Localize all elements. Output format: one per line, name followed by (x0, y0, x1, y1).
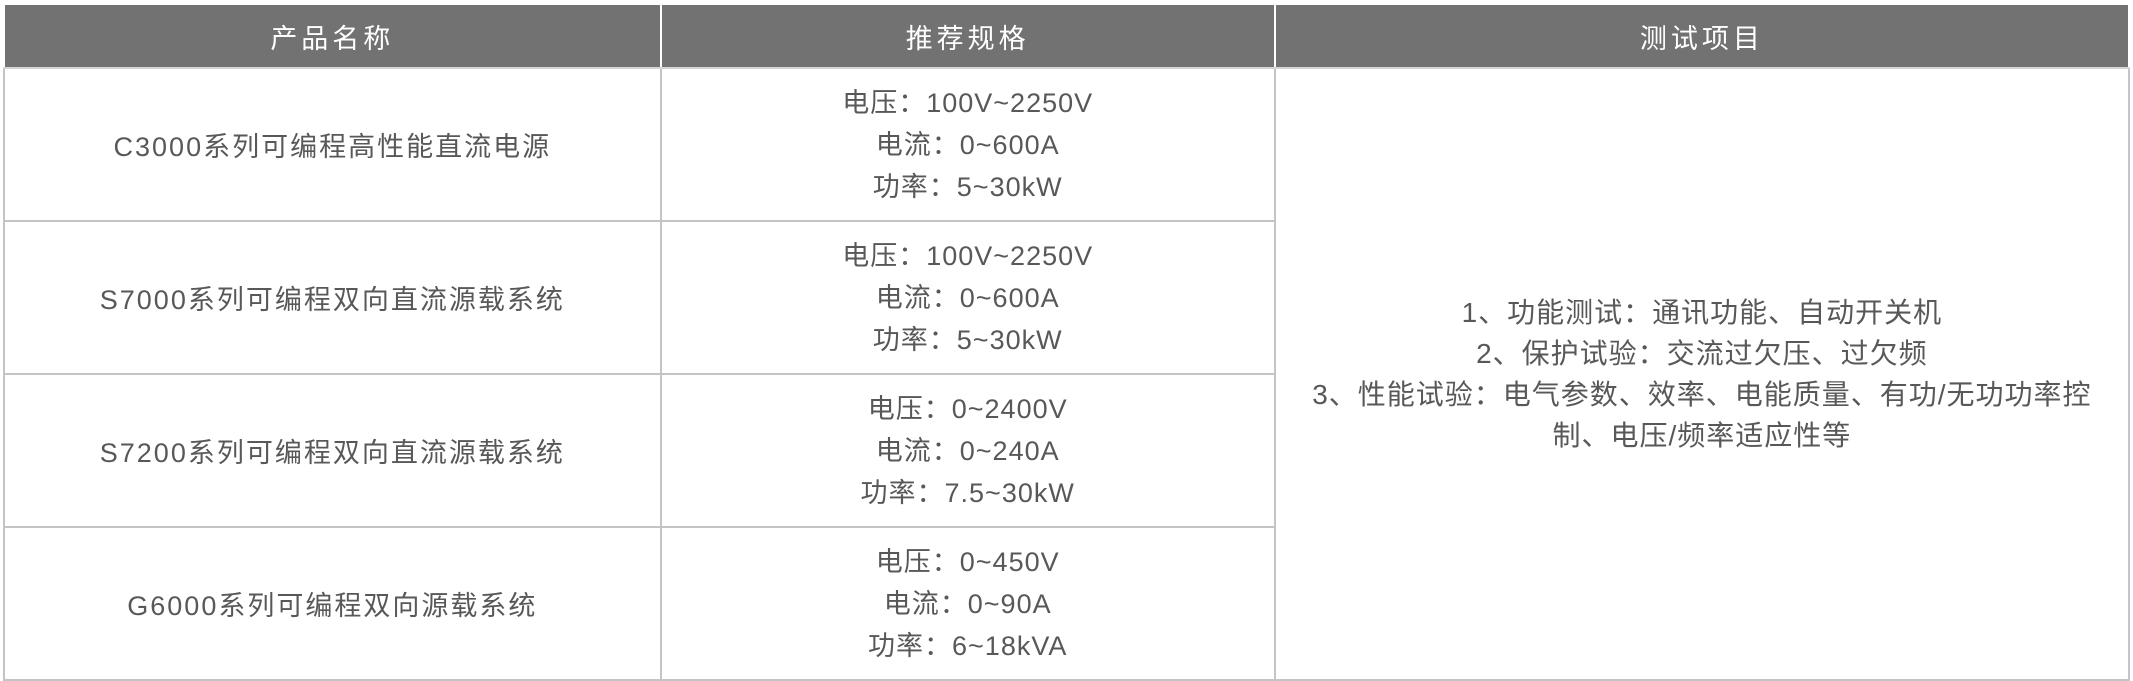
spec-current: 电流：0~600A (875, 129, 1060, 160)
table-row: C3000系列可编程高性能直流电源 电压：100V~2250V 电流：0~600… (3, 67, 2131, 681)
spec-power: 功率：6~18kVA (868, 630, 1068, 661)
col-header-test-items: 测试项目 (1273, 3, 2131, 69)
product-spec-table-frame: 产品名称 推荐规格 测试项目 C3000系列可编程高性能直流电源 电压：100V… (3, 3, 2131, 681)
spec-current: 电流：0~240A (875, 435, 1060, 466)
specs-s7200: 电压：0~2400V 电流：0~240A 功率：7.5~30kW (659, 373, 1276, 528)
product-name-s7200: S7200系列可编程双向直流源载系统 (3, 373, 662, 528)
spec-voltage: 电压：0~450V (875, 546, 1060, 577)
specs-c3000: 电压：100V~2250V 电流：0~600A 功率：5~30kW (659, 67, 1276, 222)
table-row: G6000系列可编程双向源载系统 电压：0~450V 电流：0~90A 功率：6… (3, 526, 2129, 681)
product-name-c3000: C3000系列可编程高性能直流电源 (3, 67, 662, 222)
spec-voltage: 电压：100V~2250V (842, 240, 1094, 271)
test-item-function: 1、功能测试：通讯功能、自动开关机 (1461, 297, 1943, 328)
spec-voltage: 电压：0~2400V (867, 393, 1068, 424)
spec-current: 电流：0~90A (883, 588, 1052, 619)
specs-s7000: 电压：100V~2250V 电流：0~600A 功率：5~30kW (659, 220, 1276, 375)
test-item-protection: 2、保护试验：交流过欠压、过欠频 (1476, 338, 1928, 369)
table-row: S7200系列可编程双向直流源载系统 电压：0~2400V 电流：0~240A … (3, 373, 2129, 528)
specs-g6000: 电压：0~450V 电流：0~90A 功率：6~18kVA (659, 526, 1276, 681)
header-row: 产品名称 推荐规格 测试项目 (3, 3, 2131, 69)
table-row: S7000系列可编程双向直流源载系统 电压：100V~2250V 电流：0~60… (3, 220, 2129, 375)
col-header-product-name: 产品名称 (3, 3, 662, 69)
test-items-cell: 1、功能测试：通讯功能、自动开关机 2、保护试验：交流过欠压、过欠频 3、性能试… (1273, 67, 2131, 681)
spec-current: 电流：0~600A (875, 282, 1060, 313)
spec-voltage: 电压：100V~2250V (842, 87, 1094, 118)
test-item-performance: 3、性能试验：电气参数、效率、电能质量、有功/无功功率控制、电压/频率适应性等 (1312, 379, 2092, 451)
col-header-recommended-spec: 推荐规格 (659, 3, 1276, 69)
product-name-g6000: G6000系列可编程双向源载系统 (3, 526, 662, 681)
spec-power: 功率：5~30kW (872, 171, 1063, 202)
product-name-s7000: S7000系列可编程双向直流源载系统 (3, 220, 662, 375)
spec-power: 功率：7.5~30kW (860, 477, 1075, 508)
spec-power: 功率：5~30kW (872, 324, 1063, 355)
product-spec-table: 产品名称 推荐规格 测试项目 C3000系列可编程高性能直流电源 电压：100V… (3, 3, 2131, 681)
